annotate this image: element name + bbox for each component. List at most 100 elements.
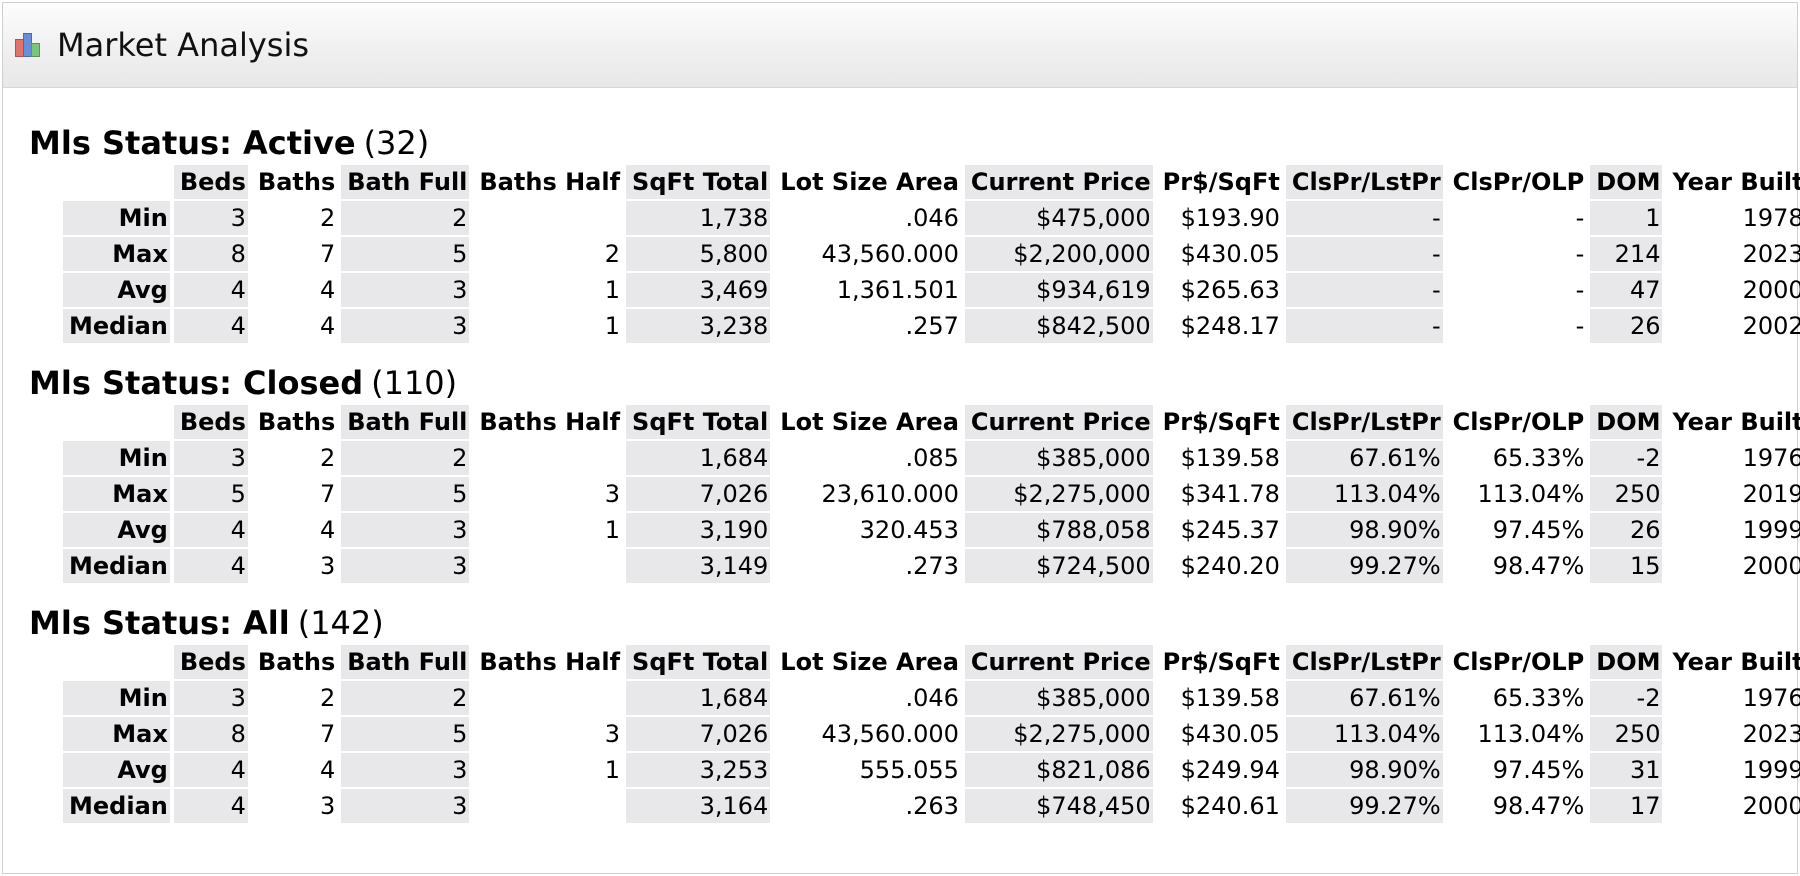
table-cell: 5 [173,477,248,511]
table-header-row: Beds Baths Bath Full Baths Half SqFt Total Lo… [63,405,1800,439]
table-cell: 1976 [1742,444,1800,472]
table-cell: $724,500 [964,549,1153,583]
column-header: SqFt Total [626,405,771,439]
table-cell: 26 [1590,309,1663,343]
table-cell: $475,000 [964,201,1153,235]
table-cell: $341.78 [1180,480,1280,508]
section-count: (110) [371,364,458,402]
table-row: Max 8 7 5 2 5,800 43,560.000 $2,200,000 $430.05-… [63,237,1800,271]
table-cell: $842,500 [964,309,1153,343]
table-row: Min 3 2 2 1,738.046 $475,000 $193.90- -1 1978 [63,201,1800,235]
table-cell: 5 [341,717,470,751]
table-cell: 4 [173,513,248,547]
table-cell: $788,058 [964,513,1153,547]
column-header: Current Price [964,165,1153,199]
table-cell: 214 [1590,237,1663,271]
table-cell: 2000 [1742,552,1800,580]
table-cell: $2,275,000 [964,717,1153,751]
table-cell: $748,450 [964,789,1153,823]
column-header: Baths [257,168,336,196]
table-cell: 7 [319,720,336,748]
table-cell: 1 [604,756,621,784]
section-title: Mls Status: All (142) [29,603,1799,643]
table-cell: 2002 [1742,312,1800,340]
table-cell: 67.61% [1285,681,1443,715]
table-cell: .046 [905,204,959,232]
section-closed: Mls Status: Closed (110) Beds Baths Bath Ful… [3,363,1800,585]
table-cell: 3 [173,201,248,235]
section-title: Mls Status: Closed (110) [29,363,1799,403]
table-cell: $139.58 [1180,444,1280,472]
table-cell: $193.90 [1180,204,1280,232]
column-header: Current Price [964,405,1153,439]
table-cell: 1 [604,516,621,544]
column-header: DOM [1590,405,1663,439]
column-header: SqFt Total [626,165,771,199]
column-header: Baths [257,408,336,436]
table-cell: -2 [1590,441,1663,475]
table-cell: 1,361.501 [836,276,959,304]
table-cell: .273 [905,552,959,580]
table-cell: 1,684 [626,441,771,475]
table-cell: 3,238 [626,309,771,343]
table-cell: 3,253 [626,753,771,787]
table-row: Avg 4 4 3 1 3,190 320.453 $788,058 $245.37 98.90%… [63,513,1800,547]
table-cell: 98.90% [1285,753,1443,787]
column-header: Baths Half [479,168,621,196]
table-cell: .257 [905,312,959,340]
table-cell: 3 [341,513,470,547]
column-header: Baths [257,648,336,676]
table-cell [473,201,622,235]
table-cell: 4 [173,273,248,307]
table-cell: 1 [604,312,621,340]
table-cell: .085 [905,444,959,472]
table-corner [63,405,170,439]
column-header: Beds [173,645,248,679]
row-label: Avg [63,753,170,787]
column-header: ClsPr/OLP [1452,168,1585,196]
table-cell: 8 [173,717,248,751]
column-header: Lot Size Area [780,168,959,196]
table-cell: $245.37 [1180,516,1280,544]
stats-table: Beds Baths Bath Full Baths Half SqFt Total Lo… [59,403,1800,585]
column-header: Baths Half [479,648,621,676]
column-header: Beds [173,165,248,199]
table-cell: - [1285,309,1443,343]
column-header: Year Built [1672,168,1800,196]
table-cell: 7 [319,240,336,268]
section-label: Mls Status: All [29,604,290,642]
column-header: Bath Full [341,405,470,439]
column-header: ClsPr/LstPr [1285,405,1443,439]
table-cell: $385,000 [964,441,1153,475]
table-cell: 1,684 [626,681,771,715]
section-active: Mls Status: Active (32) Beds Baths Bath Full… [3,123,1800,345]
table-row: Min 3 2 2 1,684 .085 $385,000 $139.58 67.61% 65.3… [63,441,1800,475]
table-cell: 99.27% [1285,789,1443,823]
table-row: Max 5 7 5 3 7,026 23,610.000 $2,275,000 $341.78 1… [63,477,1800,511]
table-cell: 1,738 [626,201,771,235]
table-cell: 4 [319,756,336,784]
table-cell: $240.20 [1180,552,1280,580]
table-cell: 7 [319,480,336,508]
table-cell: - [1285,201,1443,235]
column-header: Year Built [1672,408,1800,436]
column-header: Bath Full [341,165,470,199]
table-cell: $430.05 [1180,720,1280,748]
column-header: ClsPr/LstPr [1285,645,1443,679]
table-cell: 3 [319,792,336,820]
table-row: Avg 4 4 3 1 3,469 1,361.501 $934,619 $265.63- -47… [63,273,1800,307]
page-title: Market Analysis [57,26,310,64]
table-cell: 99.27% [1285,549,1443,583]
table-cell: 4 [319,312,336,340]
stats-table: Beds Baths Bath Full Baths Half SqFt Total Lo… [59,163,1800,345]
table-cell: $139.58 [1180,684,1280,712]
table-cell: 5,800 [626,237,771,271]
section-label: Mls Status: Closed [29,364,364,402]
table-cell: 5 [341,237,470,271]
table-cell: 67.61% [1285,441,1443,475]
row-label: Avg [63,273,170,307]
table-cell: $240.61 [1180,792,1280,820]
table-cell: 3,164 [626,789,771,823]
table-cell: 97.45% [1492,756,1585,784]
